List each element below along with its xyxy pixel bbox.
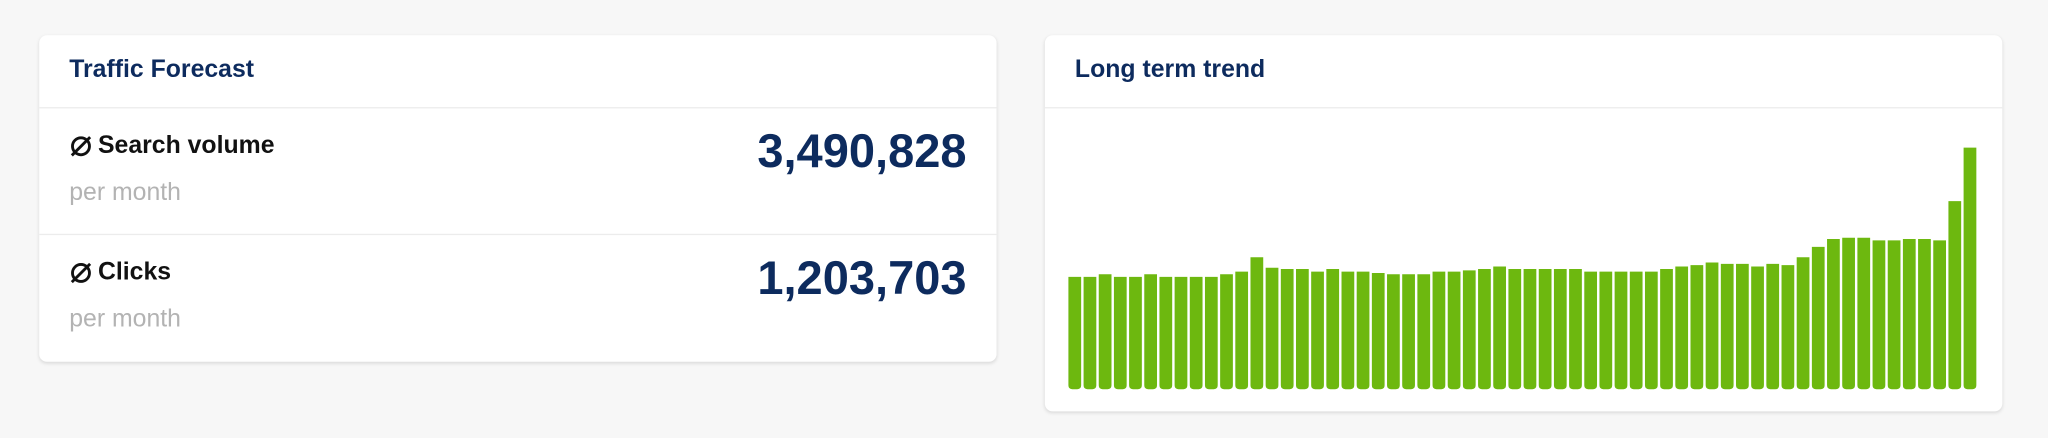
bar [1083,276,1097,390]
bar [1113,276,1127,390]
bar [1265,267,1279,390]
metric-sub: per month [69,305,181,334]
metric-row: Clicks per month 1,203,703 [39,235,996,362]
metric-label: Clicks [97,258,172,287]
bar [1356,271,1370,390]
bar [1493,266,1506,390]
bar [1098,274,1112,390]
bar [1462,270,1476,390]
bar [1614,271,1628,390]
bar [1660,269,1673,390]
chart [1068,147,1977,390]
bar [1781,265,1795,390]
bar [1402,274,1415,390]
bar [1159,276,1173,390]
bar [1963,147,1977,390]
forecast-card: Traffic Forecast Search volume per month… [39,35,997,362]
bar [1569,269,1582,390]
bar [1204,276,1218,390]
bar [1371,272,1385,390]
bar [1508,269,1522,390]
card-title: Traffic Forecast [39,35,997,109]
bar [1129,276,1142,390]
bar [1538,269,1552,390]
metric-value: 1,203,703 [757,250,967,305]
bar [1857,237,1871,390]
bar [1690,265,1704,390]
metric-sub: per month [69,178,181,207]
average-icon [70,262,92,284]
bar [1326,269,1340,390]
bar [1523,269,1537,390]
bar [1675,266,1689,390]
bar [1478,269,1491,390]
bar [1827,239,1840,390]
bar [1584,271,1598,390]
bar [1599,271,1613,390]
bar [1068,276,1082,390]
bar [1705,262,1719,390]
bar [1629,271,1643,390]
metric-label-wrap: Search volume [69,131,275,161]
bar [1553,269,1567,390]
bar [1387,274,1400,390]
bar [1842,237,1855,390]
metric-row: Search volume per month 3,490,828 [39,108,997,236]
bar [1644,271,1658,390]
metric-label: Search volume [97,131,275,160]
average-icon [70,136,92,157]
bar [1766,263,1780,390]
bar [1720,263,1734,390]
bar [1432,271,1446,390]
metric-value: 3,490,828 [757,124,967,178]
bar [1811,246,1825,390]
metric-label-wrap: Clicks [69,259,171,288]
bar [1918,239,1931,390]
bar [1144,274,1158,390]
bar [1736,263,1749,390]
bar [1311,271,1324,390]
bar [1796,257,1810,390]
bar [1189,276,1203,390]
bar [1872,240,1886,390]
bar [1902,239,1916,390]
bar [1235,271,1249,390]
bar [1341,271,1355,390]
bar [1887,240,1901,390]
bar [1948,201,1962,390]
bar [1220,274,1233,390]
chart-title: Long term trend [1044,35,2003,109]
bar [1250,257,1264,390]
bar [1447,271,1461,390]
bar [1295,269,1309,390]
bar [1751,266,1764,390]
bar [1174,276,1188,390]
bar [1280,269,1294,390]
bar [1417,274,1431,390]
bar [1933,240,1946,390]
trend-card: Long term trend [1044,35,2003,412]
